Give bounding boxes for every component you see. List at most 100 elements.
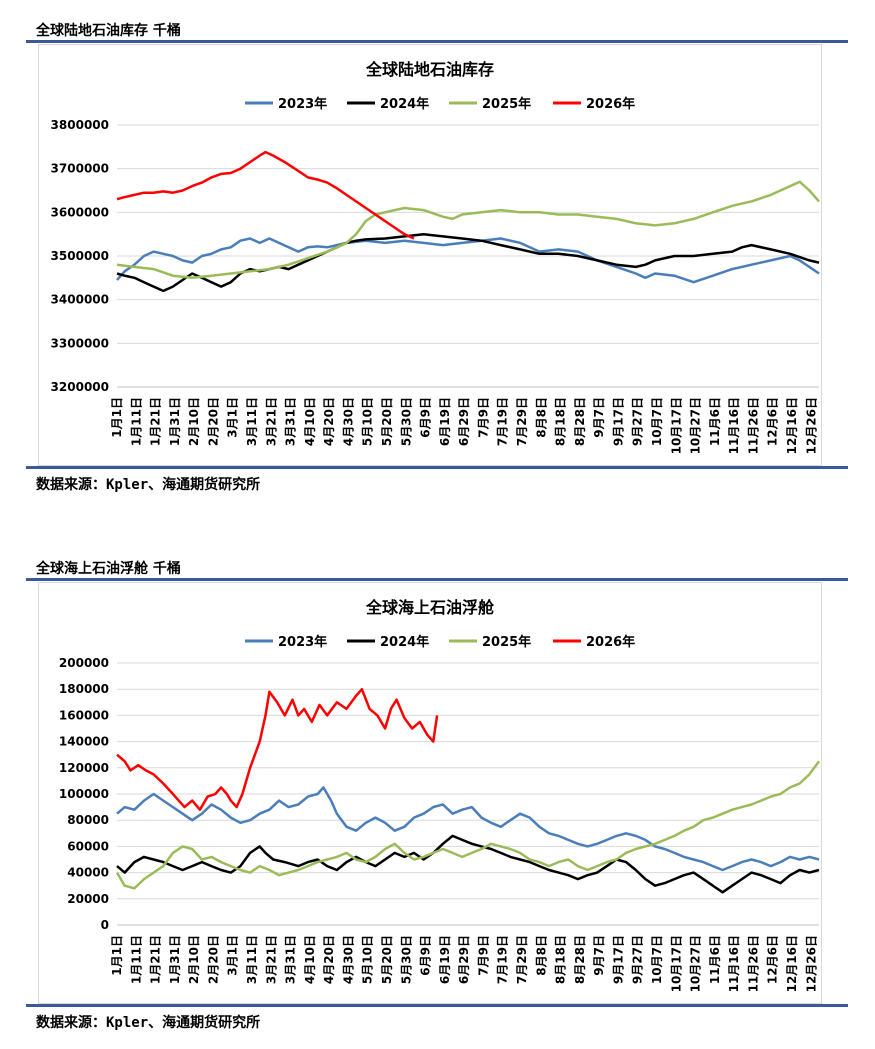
x-tick-label: 12月26日 [804,935,818,992]
x-tick-label: 9月27日 [631,935,645,984]
series-line-2025年 [116,180,820,280]
chart-frame-land: 全球陆地石油库存 2023年 2024年 2025年 2026年 3800000 37000… [38,44,822,466]
chart-title: 全球陆地石油库存 [365,60,494,79]
legend: 2023年 2024年 2025年 2026年 [245,96,635,112]
source-note-floating: 数据来源：Kpler、海通期货研究所 [36,1015,261,1031]
x-tick-label: 6月29日 [457,397,471,446]
x-tick-label: 7月19日 [496,397,510,446]
x-tick-label: 12月6日 [766,935,780,984]
x-tick-label: 2月20日 [206,397,220,446]
x-tick-label: 2月20日 [206,935,220,984]
x-tick-label: 4月30日 [341,397,355,446]
y-tick-label: 180000 [59,682,109,696]
chart-title: 全球海上石油浮舱 [365,598,495,617]
x-tick-label: 12月6日 [766,397,780,446]
y-tick-label: 20000 [67,892,109,906]
legend-label: 2026年 [586,634,635,650]
y-tick-label: 100000 [59,787,109,801]
x-tick-label: 2月10日 [187,935,201,984]
x-tick-label: 1月21日 [149,397,163,446]
x-tick-label: 4月10日 [303,397,317,446]
legend-label: 2024年 [380,96,429,112]
x-tick-label: 1月21日 [149,935,163,984]
x-tick-label: 8月18日 [554,397,568,446]
section-rule-bottom [26,1004,848,1007]
x-tick-label: 3月21日 [264,935,278,984]
source-note-land: 数据来源：Kpler、海通期货研究所 [36,477,261,493]
y-tick-label: 200000 [59,656,109,670]
x-tick-label: 5月20日 [380,397,394,446]
x-tick-label: 6月29日 [457,935,471,984]
x-tick-label: 12月16日 [785,397,799,454]
x-tick-label: 4月20日 [322,397,336,446]
x-tick-label: 4月10日 [303,935,317,984]
legend-label: 2024年 [380,634,429,650]
x-tick-label: 10月7日 [650,935,664,984]
x-tick-label: 3月1日 [226,397,240,438]
x-tick-label: 10月7日 [650,397,664,446]
x-tick-label: 3月31日 [284,397,298,446]
x-tick-label: 3月21日 [264,397,278,446]
x-tick-label: 9月7日 [592,397,606,438]
x-tick-label: 6月9日 [419,397,433,438]
y-tick-label: 3400000 [51,293,109,307]
x-tick-label: 3月11日 [245,935,259,984]
x-tick-label: 11月26日 [746,935,760,992]
x-tick-label: 5月10日 [361,397,375,446]
y-tick-label: 140000 [59,735,109,749]
section-rule-bottom [26,466,848,469]
y-tick-label: 3600000 [51,205,109,219]
x-tick-label: 11月6日 [708,935,722,984]
series-line-2023年 [116,237,820,284]
x-tick-label: 4月30日 [341,935,355,984]
section-title-floating-storage: 全球海上石油浮舱 千桶 [36,561,181,577]
x-tick-label: 8月28日 [573,935,587,984]
x-tick-label: 1月31日 [168,935,182,984]
x-tick-label: 12月26日 [804,397,818,454]
series-line-2026年 [116,687,439,811]
x-tick-label: 5月30日 [399,397,413,446]
y-tick-label: 60000 [67,839,109,853]
x-tick-label: 9月17日 [611,397,625,446]
x-tick-label: 10月17日 [669,935,683,992]
x-tick-label: 10月27日 [689,397,703,454]
x-tick-label: 7月9日 [476,397,490,438]
x-tick-label: 2月10日 [187,397,201,446]
legend-label: 2025年 [482,96,531,112]
series-line-2026年 [116,150,415,240]
x-tick-label: 1月1日 [110,935,124,976]
x-tick-label: 8月8日 [534,397,548,438]
section-title-land-stock: 全球陆地石油库存 千桶 [36,23,181,39]
x-tick-label: 6月9日 [419,935,433,976]
legend-label: 2023年 [278,96,327,112]
y-tick-label: 3300000 [51,336,109,350]
land-stock-chart: 全球陆地石油库存 2023年 2024年 2025年 2026年 3800000 37000… [51,60,820,454]
y-tick-label: 120000 [59,761,109,775]
y-tick-label: 3200000 [51,380,109,394]
x-tick-label: 5月30日 [399,935,413,984]
y-tick-label: 40000 [67,866,109,880]
x-tick-label: 5月10日 [361,935,375,984]
x-tick-label: 1月11日 [129,397,143,446]
series-line-2024年 [116,834,820,894]
x-tick-label: 4月20日 [322,935,336,984]
x-tick-label: 7月9日 [476,935,490,976]
legend-label: 2026年 [586,96,635,112]
y-tick-label: 3500000 [51,249,109,263]
x-tick-label: 3月11日 [245,397,259,446]
legend: 2023年 2024年 2025年 2026年 [245,634,635,650]
x-tick-label: 10月27日 [689,935,703,992]
x-tick-label: 7月29日 [515,935,529,984]
x-tick-label: 6月19日 [438,397,452,446]
series-line-2025年 [115,760,821,890]
x-tick-label: 3月31日 [284,935,298,984]
x-tick-label: 1月11日 [129,935,143,984]
x-tick-label: 8月8日 [534,935,548,976]
y-tick-label: 0 [101,918,109,932]
legend-label: 2025年 [482,634,531,650]
y-tick-label: 3800000 [51,118,109,132]
y-tick-label: 160000 [59,708,109,722]
x-tick-label: 9月27日 [631,397,645,446]
x-tick-label: 1月1日 [110,397,124,438]
